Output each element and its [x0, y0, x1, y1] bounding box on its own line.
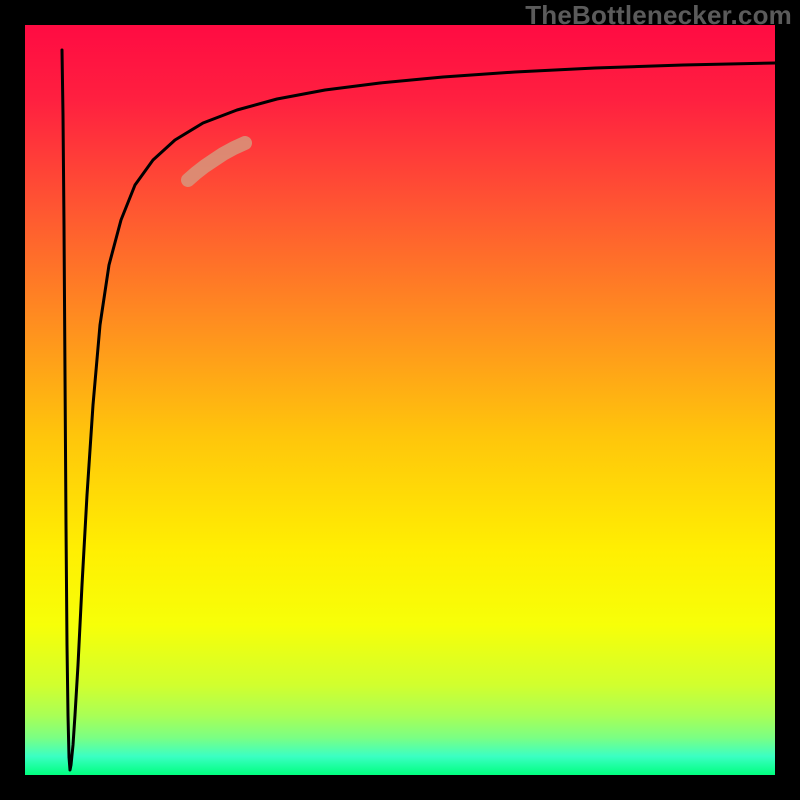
- chart-container: TheBottlenecker.com: [0, 0, 800, 800]
- bottleneck-chart: [0, 0, 800, 800]
- watermark-text: TheBottlenecker.com: [525, 0, 792, 31]
- chart-background-gradient: [25, 25, 775, 775]
